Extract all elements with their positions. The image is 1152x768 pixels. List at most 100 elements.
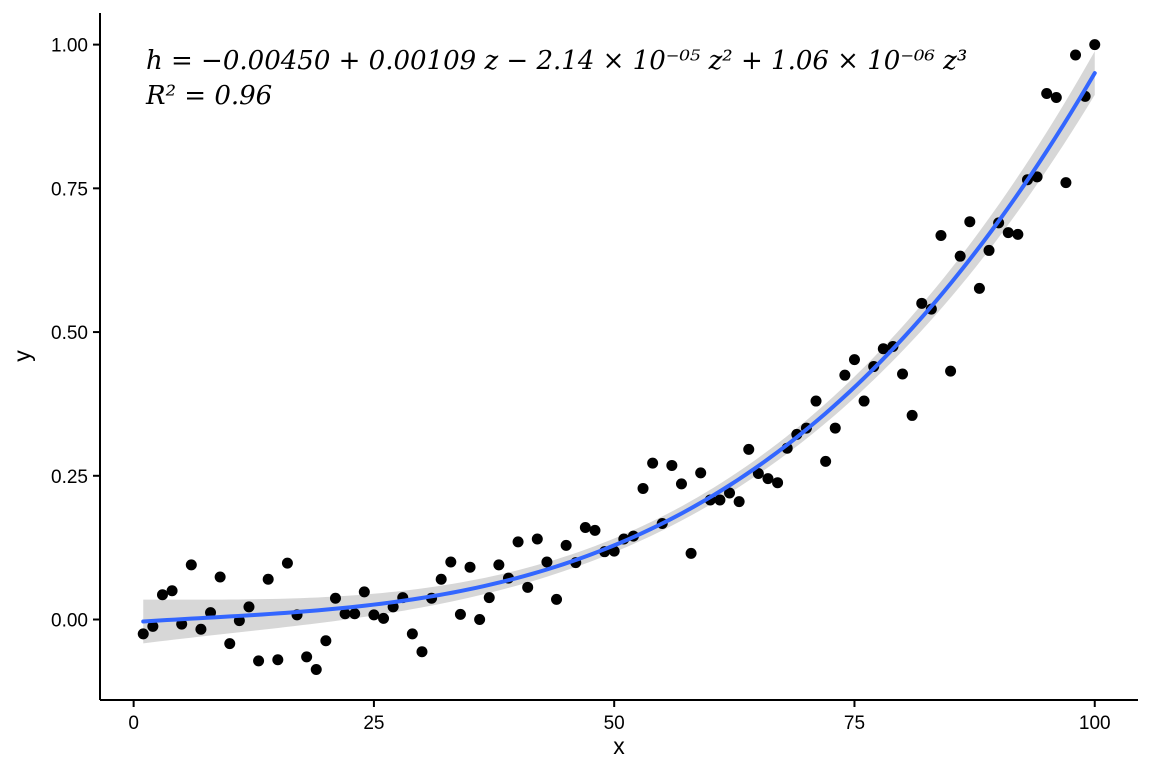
data-point <box>493 559 505 571</box>
tick-marks-layer: 0 25 50 75 100 0.00 0.25 0.50 0.75 1.00 <box>51 36 1111 734</box>
data-point <box>637 482 649 494</box>
data-point <box>368 609 380 621</box>
fit-line-layer <box>141 71 1097 624</box>
r-squared-annotation: R² = 0.96 <box>145 81 272 111</box>
data-point <box>464 561 476 573</box>
data-point <box>262 573 274 585</box>
data-point <box>964 216 976 228</box>
data-point <box>156 589 168 601</box>
data-point <box>858 395 870 407</box>
data-point <box>1060 177 1072 189</box>
data-point <box>406 628 418 640</box>
data-point <box>675 478 687 490</box>
equation-annotation: h = −0.00450 + 0.00109 z − 2.14 × 10⁻⁰⁵ … <box>146 46 967 76</box>
data-point <box>647 457 659 469</box>
y-tick-label: 1.00 <box>51 36 88 57</box>
data-point <box>310 664 322 676</box>
data-point <box>1012 228 1024 240</box>
data-point <box>695 467 707 479</box>
data-point <box>877 343 889 355</box>
x-tick-label: 75 <box>844 713 865 734</box>
data-point <box>358 586 370 598</box>
data-point <box>1031 171 1043 183</box>
data-point <box>954 250 966 262</box>
data-point <box>1050 92 1062 104</box>
data-point <box>329 592 341 604</box>
data-point <box>810 395 822 407</box>
data-point <box>301 651 313 663</box>
data-point <box>541 556 553 568</box>
data-point <box>839 369 851 381</box>
data-point <box>685 547 697 559</box>
data-point <box>724 487 736 499</box>
y-tick-label: 0.50 <box>51 323 88 344</box>
data-point <box>416 646 428 658</box>
data-point <box>349 608 361 620</box>
data-point <box>1070 49 1082 61</box>
x-tick-label: 0 <box>128 713 139 734</box>
data-point <box>1089 39 1101 51</box>
data-point <box>224 638 236 650</box>
data-point <box>560 539 572 551</box>
data-point <box>454 608 466 620</box>
data-point <box>762 473 774 485</box>
data-point <box>1041 87 1053 99</box>
x-tick-label: 25 <box>363 713 384 734</box>
data-point <box>339 608 351 620</box>
data-point <box>185 559 197 571</box>
x-tick-label: 50 <box>604 713 625 734</box>
x-axis-label: x <box>613 733 625 759</box>
y-tick-label: 0.25 <box>51 467 88 488</box>
data-point <box>214 571 226 583</box>
data-points-layer <box>137 39 1101 676</box>
axes <box>99 13 1138 701</box>
fit-line <box>141 71 1097 624</box>
data-point <box>752 467 764 479</box>
data-point <box>906 409 918 421</box>
data-point <box>666 459 678 471</box>
data-point <box>743 443 755 455</box>
data-point <box>281 557 293 569</box>
data-point <box>483 592 495 604</box>
data-point <box>829 422 841 434</box>
data-point <box>733 496 745 508</box>
data-point <box>897 368 909 380</box>
data-point <box>272 654 284 666</box>
data-point <box>772 477 784 489</box>
data-point <box>1002 227 1014 239</box>
data-point <box>166 585 178 597</box>
data-point <box>579 522 591 534</box>
data-point <box>435 573 447 585</box>
data-point <box>820 455 832 467</box>
data-point <box>551 593 563 605</box>
data-point <box>522 581 534 593</box>
y-axis-label: y <box>9 350 35 362</box>
data-point <box>195 623 207 635</box>
data-point <box>973 282 985 294</box>
data-point <box>243 601 255 613</box>
data-point <box>531 533 543 545</box>
data-point <box>945 365 957 377</box>
data-point <box>512 536 524 548</box>
data-point <box>589 524 601 536</box>
data-point <box>445 556 457 568</box>
data-point <box>916 297 928 309</box>
confidence-band <box>143 51 1095 644</box>
data-point <box>378 612 390 624</box>
data-point <box>147 620 159 632</box>
y-tick-label: 0.00 <box>51 611 88 632</box>
data-point <box>983 244 995 256</box>
data-point <box>137 628 149 640</box>
data-point <box>848 354 860 366</box>
data-point <box>320 635 332 647</box>
data-point <box>935 229 947 241</box>
data-point <box>205 607 217 619</box>
data-point <box>253 655 265 667</box>
data-point <box>714 494 726 506</box>
x-tick-label: 100 <box>1079 713 1111 734</box>
data-point <box>474 614 486 626</box>
confidence-band-layer <box>143 51 1095 644</box>
y-tick-label: 0.75 <box>51 179 88 200</box>
